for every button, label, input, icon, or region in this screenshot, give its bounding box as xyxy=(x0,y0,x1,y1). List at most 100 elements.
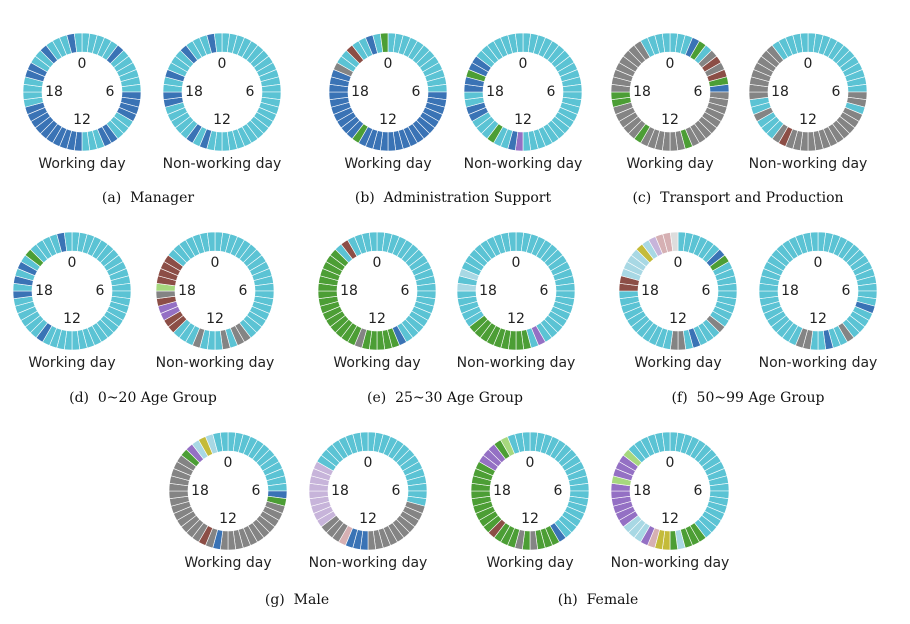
hour-label-0: 0 xyxy=(384,56,393,72)
donut-chart: 0 6 12 18 Working day xyxy=(22,32,142,172)
donut-segment xyxy=(799,32,809,53)
hour-label-0: 0 xyxy=(519,56,528,72)
panel-caption: (a) Manager xyxy=(102,190,194,206)
panel-caption: (e) 25~30 Age Group xyxy=(367,390,523,406)
hour-label-6: 6 xyxy=(694,483,703,499)
donut-chart: 0 6 12 18 Working day xyxy=(12,231,132,371)
panel-caption: (h) Female xyxy=(558,592,638,608)
hour-label-18: 18 xyxy=(331,483,349,499)
hour-label-12: 12 xyxy=(521,511,539,527)
donut-chart: 0 6 12 18 Working day xyxy=(328,32,448,172)
donut-chart: 0 6 12 18 Non-working day xyxy=(457,231,576,371)
hour-label-18: 18 xyxy=(771,84,789,100)
hour-label-12: 12 xyxy=(661,511,679,527)
hour-label-0: 0 xyxy=(373,255,382,271)
panel-caption: (f) 50~99 Age Group xyxy=(672,390,825,406)
donut-chart: 0 6 12 18 Non-working day xyxy=(309,431,428,571)
day-type-label: Working day xyxy=(486,555,573,571)
day-type-label: Working day xyxy=(333,355,420,371)
panel-8: 0 6 12 18 Working day 0 6 12 18 Non-working day (h… xyxy=(470,431,729,608)
day-type-label: Non-working day xyxy=(163,156,282,172)
panel-caption: (b) Administration Support xyxy=(355,190,552,206)
panel-3: 0 6 12 18 Working day 0 6 12 18 Non-working day (c… xyxy=(610,32,868,206)
hour-label-18: 18 xyxy=(633,483,651,499)
hour-label-12: 12 xyxy=(359,511,377,527)
hour-label-6: 6 xyxy=(392,483,401,499)
day-type-label: Working day xyxy=(184,555,271,571)
hour-label-18: 18 xyxy=(641,283,659,299)
hour-label-18: 18 xyxy=(486,84,504,100)
donut-segment xyxy=(379,32,389,53)
donut-chart: 0 6 12 18 Non-working day xyxy=(163,32,282,172)
day-type-label: Working day xyxy=(38,156,125,172)
hour-label-6: 6 xyxy=(252,483,261,499)
day-type-label: Working day xyxy=(626,156,713,172)
day-type-label: Non-working day xyxy=(759,355,878,371)
donut-segment xyxy=(213,32,223,53)
hour-label-12: 12 xyxy=(368,311,386,327)
hour-label-0: 0 xyxy=(512,255,521,271)
day-type-label: Non-working day xyxy=(457,355,576,371)
hour-label-6: 6 xyxy=(547,84,556,100)
hour-label-12: 12 xyxy=(661,112,679,128)
panel-2: 0 6 12 18 Working day 0 6 12 18 Non-working day (b… xyxy=(328,32,582,206)
donut-chart: 0 6 12 18 Non-working day xyxy=(759,231,878,371)
donut-segment xyxy=(661,32,671,53)
hour-label-12: 12 xyxy=(514,112,532,128)
hour-label-12: 12 xyxy=(799,112,817,128)
hour-label-12: 12 xyxy=(219,511,237,527)
hour-label-0: 0 xyxy=(804,56,813,72)
hour-label-0: 0 xyxy=(211,255,220,271)
hour-label-0: 0 xyxy=(674,255,683,271)
hour-label-6: 6 xyxy=(842,283,851,299)
hour-label-6: 6 xyxy=(106,84,115,100)
hour-label-18: 18 xyxy=(191,483,209,499)
day-type-label: Working day xyxy=(28,355,115,371)
donut-segment xyxy=(359,431,369,452)
donut-segment xyxy=(206,231,216,252)
donut-chart: 0 6 12 18 Working day xyxy=(618,231,738,371)
hour-label-6: 6 xyxy=(412,84,421,100)
hour-label-6: 6 xyxy=(694,84,703,100)
hour-label-18: 18 xyxy=(493,483,511,499)
hour-label-18: 18 xyxy=(351,84,369,100)
hour-label-0: 0 xyxy=(78,56,87,72)
hour-label-0: 0 xyxy=(666,56,675,72)
hour-label-12: 12 xyxy=(669,311,687,327)
donut-segment xyxy=(368,231,378,252)
donut-chart: 0 6 12 18 Non-working day xyxy=(156,231,274,371)
donut-chart: 0 6 12 18 Non-working day xyxy=(749,32,868,172)
donut-segment xyxy=(507,231,517,252)
hour-label-6: 6 xyxy=(832,84,841,100)
hour-label-12: 12 xyxy=(206,311,224,327)
hour-label-6: 6 xyxy=(96,283,105,299)
hour-label-12: 12 xyxy=(379,112,397,128)
donut-segment xyxy=(669,231,679,252)
panel-caption: (g) Male xyxy=(265,592,329,608)
hour-label-18: 18 xyxy=(45,84,63,100)
hour-label-0: 0 xyxy=(224,455,233,471)
day-type-label: Working day xyxy=(344,156,431,172)
hour-label-6: 6 xyxy=(554,483,563,499)
donut-segment xyxy=(661,431,671,452)
hour-label-12: 12 xyxy=(63,311,81,327)
day-type-label: Working day xyxy=(634,355,721,371)
panel-7: 0 6 12 18 Working day 0 6 12 18 Non-working day (g… xyxy=(168,431,428,608)
donut-segment xyxy=(514,32,524,53)
hour-label-18: 18 xyxy=(781,283,799,299)
hour-label-0: 0 xyxy=(526,455,535,471)
donut-chart: 0 6 12 18 Working day xyxy=(317,231,437,371)
hour-label-12: 12 xyxy=(507,311,525,327)
hour-label-12: 12 xyxy=(809,311,827,327)
donut-chart: 0 6 12 18 Working day xyxy=(168,431,288,571)
hour-label-0: 0 xyxy=(364,455,373,471)
hour-label-0: 0 xyxy=(68,255,77,271)
hour-label-6: 6 xyxy=(246,84,255,100)
hour-label-18: 18 xyxy=(35,283,53,299)
panel-6: 0 6 12 18 Working day 0 6 12 18 Non-working day (f… xyxy=(618,231,878,406)
day-type-label: Non-working day xyxy=(309,555,428,571)
day-type-label: Non-working day xyxy=(749,156,868,172)
hour-label-6: 6 xyxy=(702,283,711,299)
hour-label-18: 18 xyxy=(185,84,203,100)
